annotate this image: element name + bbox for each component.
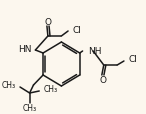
Text: CH₃: CH₃ (23, 104, 37, 113)
Text: NH: NH (88, 47, 102, 56)
Text: CH₃: CH₃ (44, 85, 58, 94)
Text: Cl: Cl (73, 25, 82, 34)
Text: CH₃: CH₃ (2, 81, 16, 90)
Text: O: O (44, 18, 51, 27)
Text: O: O (99, 75, 106, 84)
Text: Cl: Cl (129, 55, 138, 64)
Text: HN: HN (18, 45, 32, 54)
